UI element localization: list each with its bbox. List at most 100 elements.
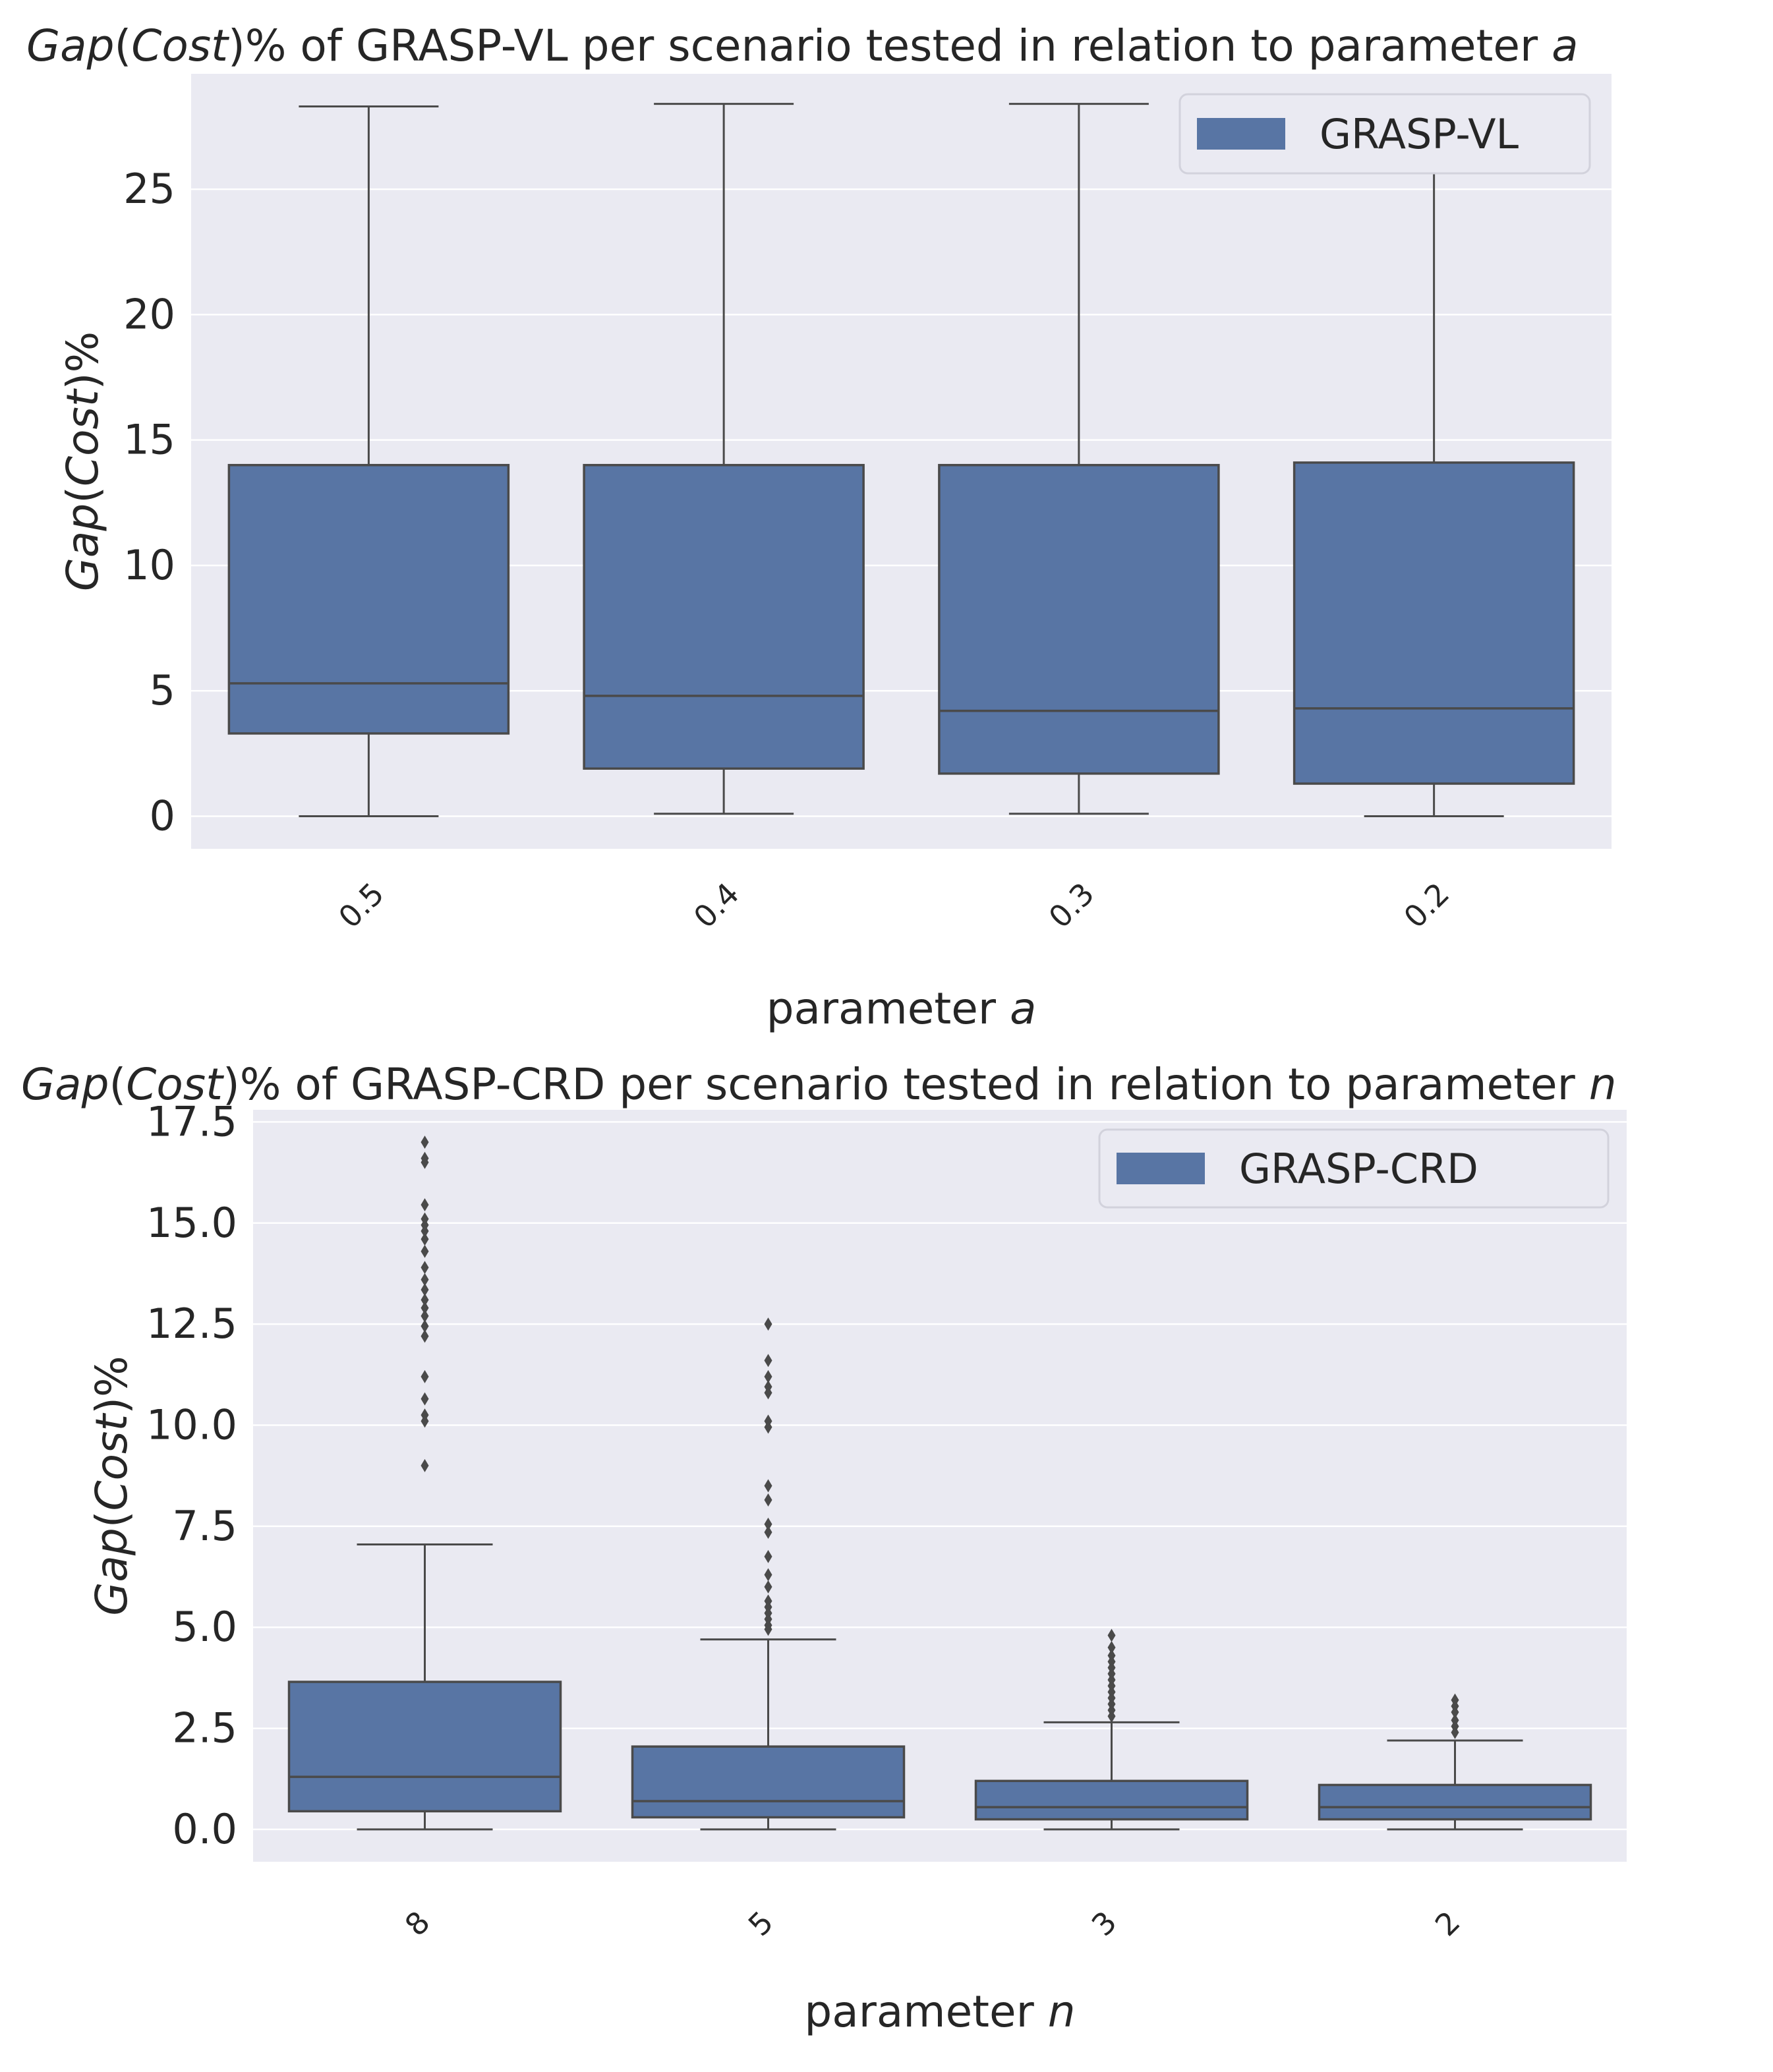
legend-box	[1178, 93, 1591, 175]
legend-swatch	[1117, 1153, 1205, 1184]
outlier-point	[764, 1479, 772, 1493]
y-axis-label-part: Gap	[57, 504, 108, 591]
legend-label: GRASP-CRD	[1239, 1145, 1478, 1193]
x-axis-label: parameter a	[767, 983, 1037, 1034]
y-axis-label: Gap(Cost)%	[86, 1356, 137, 1615]
outlier-point	[421, 1319, 429, 1333]
chart-title-part: (	[114, 20, 131, 71]
chart-panel-bottom: 0.0 2.5 5.0 7.5 10.0 12.5 15.0 17.5 8 5 3 2 GRASP-CR…	[21, 1059, 1627, 2037]
y-tick-label: 12.5	[146, 1300, 237, 1348]
y-tick-label: 15.0	[146, 1199, 237, 1247]
box-0.2	[1293, 461, 1575, 785]
y-tick-label: 5	[150, 666, 175, 714]
chart-title-part: n	[1589, 1059, 1617, 1110]
chart-title-part: a	[1552, 20, 1578, 71]
y-tick-label: 7.5	[172, 1502, 237, 1550]
outlier-point	[421, 1261, 429, 1275]
chart-title: Gap(Cost)% of GRASP-CRD per scenario tes…	[21, 1059, 1617, 1110]
y-axis-label-part: Cost	[57, 388, 108, 486]
outlier-point	[764, 1354, 772, 1367]
chart-title: Gap(Cost)% of GRASP-VL per scenario test…	[26, 20, 1579, 71]
outlier-point	[421, 1282, 429, 1296]
y-axis-label-part: )%	[57, 331, 108, 389]
outlier-point	[421, 1273, 429, 1286]
chart-title-part: (	[109, 1059, 126, 1110]
y-tick-label: 10	[123, 541, 175, 589]
y-tick-label: 10.0	[146, 1400, 237, 1449]
y-axis-label-part: (	[57, 486, 108, 504]
x-tick-label: 0.2	[1397, 876, 1456, 935]
box-5	[631, 1745, 906, 1819]
legend-box	[1098, 1128, 1610, 1209]
outlier-point	[421, 1458, 429, 1472]
x-tick-label: 2	[1428, 1904, 1467, 1943]
chart-title-part: Gap	[26, 20, 114, 71]
y-axis-label-part: )%	[86, 1356, 137, 1414]
outlier-point	[421, 1309, 429, 1323]
outlier-point	[764, 1317, 772, 1331]
chart-title-part: Gap	[21, 1059, 109, 1110]
x-tick-label: 8	[398, 1904, 437, 1943]
chart-title-part: )% of GRASP-VL per scenario tested in re…	[228, 20, 1552, 71]
box-0.5	[227, 463, 510, 735]
x-axis-label-part: parameter	[767, 983, 1010, 1034]
outlier-point	[421, 1244, 429, 1258]
box-2	[1318, 1783, 1592, 1821]
y-tick-label: 2.5	[172, 1704, 237, 1752]
y-tick-label: 5.0	[172, 1603, 237, 1651]
outlier-point	[421, 1329, 429, 1343]
outlier-point	[421, 1151, 429, 1165]
x-axis-label-part: a	[1010, 983, 1036, 1034]
outlier-point	[421, 1408, 429, 1422]
chart-title-part: )% of GRASP-CRD per scenario tested in r…	[223, 1059, 1589, 1110]
x-tick-label: 0.5	[332, 876, 391, 935]
outlier-point	[1107, 1640, 1116, 1654]
outlier-point	[421, 1212, 429, 1226]
outlier-point	[764, 1526, 772, 1540]
y-tick-label: 25	[123, 165, 175, 213]
outlier-point	[764, 1549, 772, 1563]
outlier-point	[1107, 1649, 1116, 1663]
outlier-point	[764, 1493, 772, 1507]
outlier-point	[1451, 1713, 1459, 1727]
y-tick-label: 20	[123, 290, 175, 338]
outlier-point	[421, 1293, 429, 1307]
y-axis-label-part: Gap	[86, 1528, 137, 1615]
outlier-point	[421, 1232, 429, 1246]
chart-title-part: Cost	[131, 20, 229, 71]
outlier-point	[764, 1380, 772, 1394]
x-tick-label: 0.4	[687, 876, 746, 935]
outlier-point	[764, 1414, 772, 1428]
box-0.4	[583, 463, 865, 770]
outlier-point	[764, 1594, 772, 1608]
y-tick-label: 15	[123, 416, 175, 464]
y-tick-label: 0	[150, 792, 175, 840]
outlier-point	[421, 1136, 429, 1149]
y-tick-label: 0.0	[172, 1805, 237, 1853]
y-axis-label-part: Cost	[86, 1413, 137, 1511]
x-tick-label: 0.3	[1042, 876, 1101, 935]
outlier-point	[1451, 1693, 1459, 1707]
box-3	[974, 1779, 1249, 1821]
box-0.3	[938, 463, 1220, 775]
outlier-point	[421, 1301, 429, 1315]
x-axis-label: parameter n	[804, 1986, 1075, 2037]
x-tick-label: 3	[1085, 1904, 1124, 1943]
y-axis-label: Gap(Cost)%	[57, 331, 108, 591]
outlier-point	[421, 1369, 429, 1383]
y-axis-label-part: (	[86, 1511, 137, 1528]
x-tick-label: 5	[741, 1904, 780, 1943]
outlier-point	[764, 1568, 772, 1582]
box-8	[287, 1681, 562, 1813]
chart-title-part: Cost	[126, 1059, 224, 1110]
outlier-point	[1107, 1628, 1116, 1642]
x-axis-label-part: parameter	[804, 1986, 1047, 2037]
legend-label: GRASP-VL	[1320, 110, 1519, 158]
legend-swatch	[1197, 118, 1285, 150]
outlier-point	[421, 1392, 429, 1406]
outlier-point	[764, 1517, 772, 1531]
outlier-point	[764, 1580, 772, 1594]
y-tick-label: 17.5	[146, 1097, 237, 1145]
